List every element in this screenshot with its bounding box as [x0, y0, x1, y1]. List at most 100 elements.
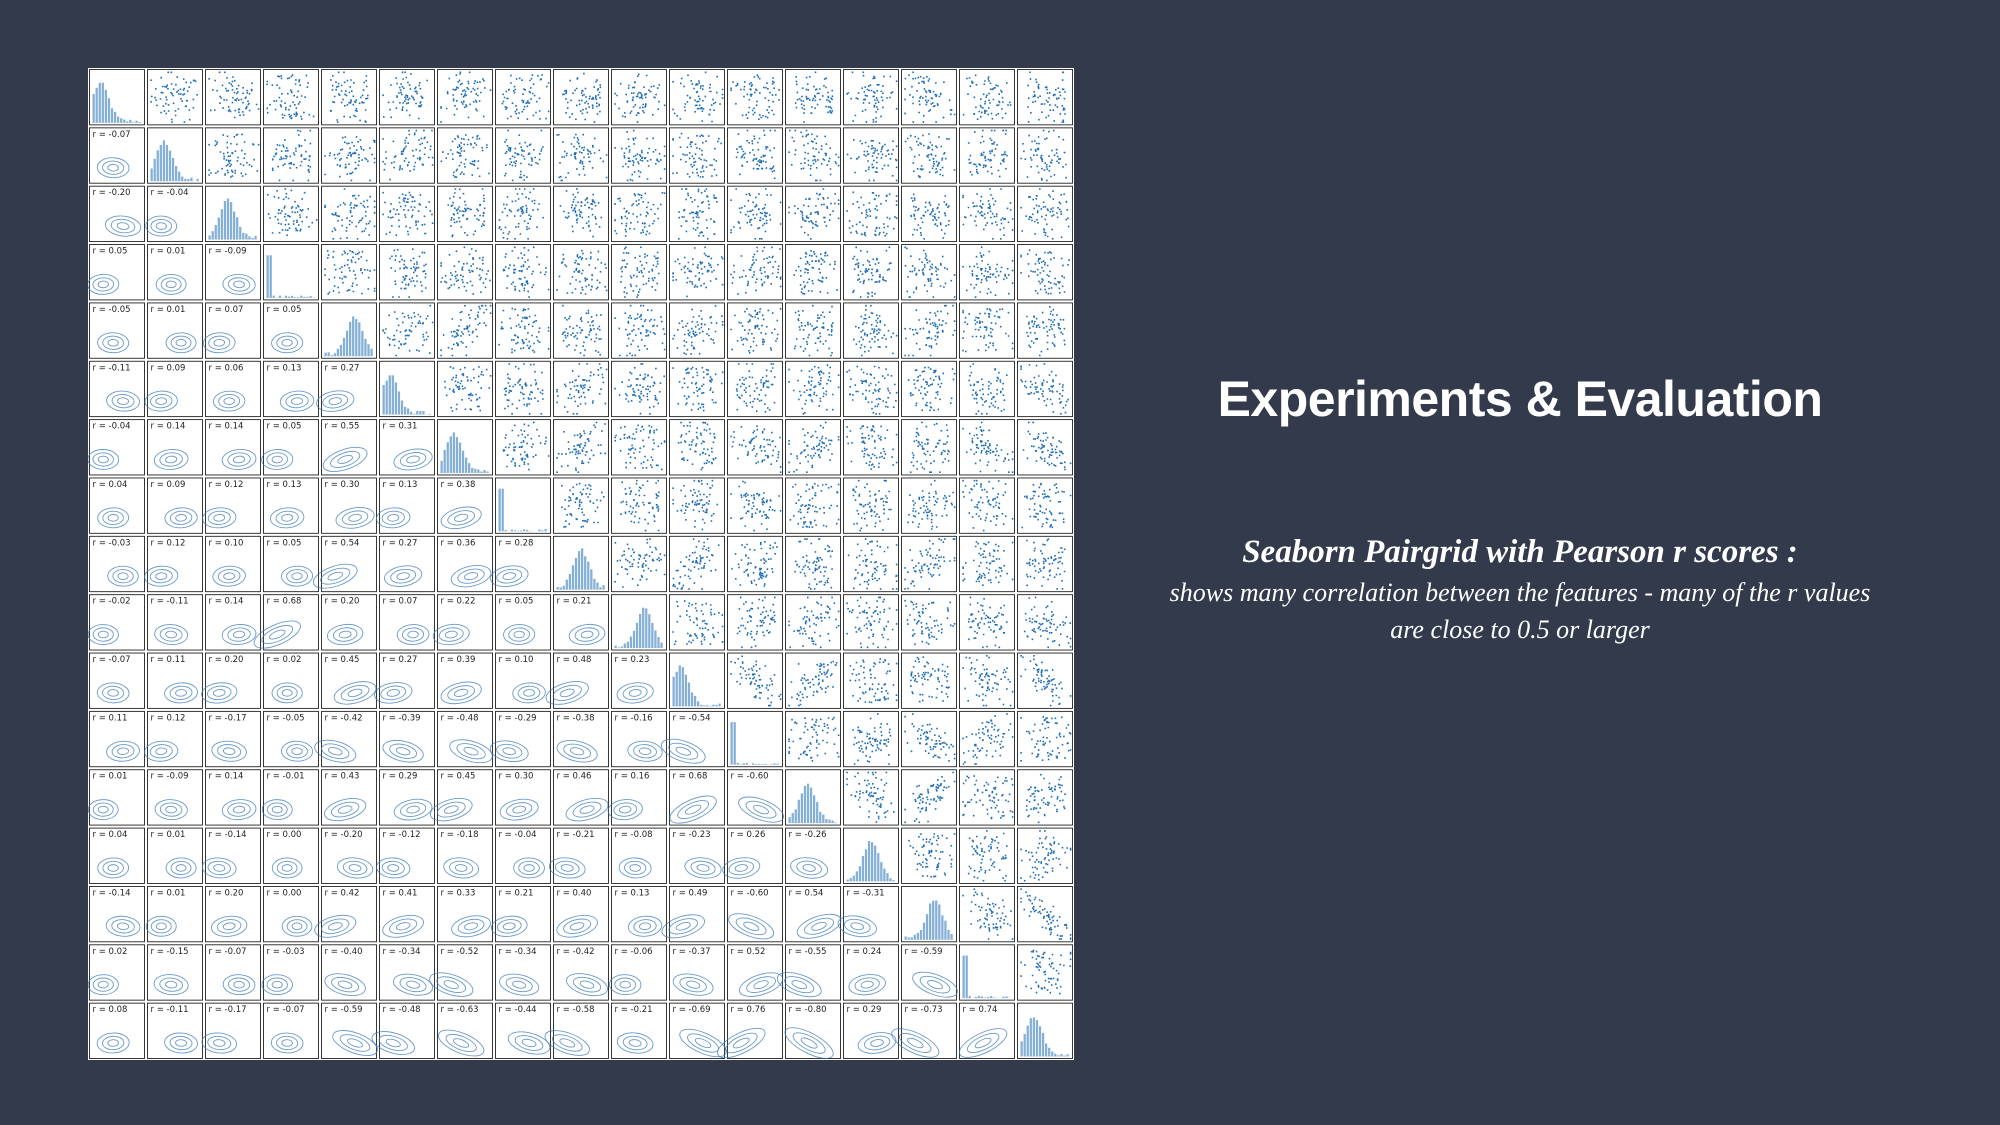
kde-contour: [160, 277, 182, 292]
scatter-points: [672, 305, 724, 356]
kde-contour: [399, 977, 427, 993]
hist-bar: [397, 391, 401, 415]
pair-cell-8-4: r = 0.54: [312, 535, 377, 593]
pair-cell-16-10: r = -0.69: [669, 1002, 727, 1059]
kde-contour: [694, 1038, 712, 1049]
pearson-r-label: r = 0.40: [557, 888, 592, 898]
pearson-r-label: r = 0.39: [441, 655, 476, 665]
pair-cell-9-8: r = 0.21: [553, 594, 609, 651]
kde-contour: [386, 689, 400, 697]
hist-bar: [498, 488, 501, 532]
pair-cell-10-0: r = -0.07: [89, 652, 145, 709]
scatter-points: [614, 192, 666, 237]
hist-bar: [892, 880, 895, 882]
pair-cell-3-15: [959, 244, 1015, 301]
kde-contour: [291, 397, 304, 405]
kde-contour: [149, 744, 173, 759]
scatter-points: [908, 833, 956, 878]
pair-cell-2-12: [785, 185, 841, 243]
kde-contour: [371, 1031, 415, 1055]
pair-cell-10-15: [959, 652, 1015, 709]
kde-contour: [579, 980, 595, 989]
hist-bar: [349, 321, 352, 357]
kde-contour: [387, 864, 400, 872]
scatter-points: [1020, 830, 1072, 882]
kde-contour: [447, 685, 476, 701]
pearson-r-label: r = 0.11: [151, 655, 186, 665]
pearson-r-label: r = 0.12: [151, 713, 186, 723]
hist-bar: [632, 630, 636, 649]
pair-cell-16-11: r = 0.76: [717, 1002, 783, 1059]
kde-contour: [679, 977, 707, 993]
pearson-r-label: r = 0.29: [383, 772, 418, 782]
hist-bar: [474, 468, 477, 473]
hist-bar: [681, 667, 684, 707]
hist-bar: [526, 529, 529, 532]
pair-cell-10-12: [785, 652, 841, 709]
kde-contour: [145, 915, 177, 937]
hist-bar: [1066, 1054, 1069, 1057]
kde-contour: [223, 572, 236, 580]
kde-contour: [149, 569, 173, 584]
pair-cell-1-11: [727, 127, 783, 184]
scatter-points: [672, 132, 722, 178]
pearson-r-label: r = 0.30: [325, 480, 360, 490]
kde-contour: [732, 1037, 750, 1049]
hist-bar: [422, 411, 425, 415]
scatter-points: [852, 479, 892, 532]
hist-bar: [599, 587, 602, 590]
kde-contour: [201, 682, 238, 704]
kde-contour: [811, 921, 827, 931]
kde-contour: [453, 1038, 470, 1048]
pair-cell-7-10: [669, 477, 725, 534]
hist-bar: [1054, 1053, 1057, 1057]
kde-contour: [320, 567, 351, 585]
pearson-r-label: r = -0.07: [209, 947, 247, 957]
pair-cell-11-2: r = -0.17: [205, 710, 261, 768]
pearson-r-label: r = 0.14: [209, 597, 244, 607]
pearson-r-label: r = -0.17: [209, 713, 247, 723]
pair-cell-13-2: r = -0.14: [201, 827, 261, 884]
hist-bar: [519, 530, 523, 532]
scatter-points: [614, 363, 665, 415]
hist-bar: [165, 144, 169, 182]
hist-bar: [938, 904, 941, 940]
kde-contour: [381, 860, 405, 876]
hist-bar: [92, 93, 95, 123]
pearson-r-label: r = 0.13: [383, 480, 418, 490]
scatter-points: [907, 366, 956, 412]
scatter-points: [556, 133, 608, 182]
pair-cell-12-5: r = 0.29: [379, 769, 435, 826]
pearson-r-label: r = -0.20: [325, 830, 363, 840]
pair-cell-6-9: [611, 419, 667, 476]
kde-contour: [669, 795, 717, 824]
scatter-points: [498, 188, 544, 240]
pair-cell-16-15: r = 0.74: [959, 1002, 1015, 1059]
scatter-points: [793, 250, 838, 295]
pair-cell-6-12: [785, 419, 841, 476]
pearson-r-label: r = 0.14: [209, 772, 244, 782]
pair-cell-5-1: r = 0.09: [144, 360, 203, 418]
hist-bar: [571, 565, 575, 590]
kde-contour: [376, 857, 411, 879]
kde-contour: [165, 280, 177, 289]
kde-contour: [499, 798, 539, 821]
pearson-r-label: r = -0.31: [847, 888, 885, 898]
kde-contour: [117, 747, 129, 756]
pearson-r-label: r = 0.26: [731, 830, 766, 840]
kde-contour: [221, 799, 257, 821]
pair-cell-4-5: [379, 302, 435, 359]
kde-contour: [348, 513, 362, 522]
scatter-points: [852, 246, 892, 298]
hist-bar: [135, 120, 138, 123]
pair-cell-5-16: [1017, 360, 1073, 418]
scatter-points: [730, 246, 782, 295]
pair-cell-6-11: [727, 419, 783, 476]
kde-contour: [738, 796, 784, 823]
pair-cell-3-7: [495, 244, 551, 301]
hist-bar: [123, 119, 126, 123]
kde-contour: [175, 689, 187, 697]
kde-contour: [502, 922, 516, 931]
pair-cell-14-3: r = 0.00: [263, 885, 319, 943]
hist-bar: [1026, 1025, 1029, 1057]
